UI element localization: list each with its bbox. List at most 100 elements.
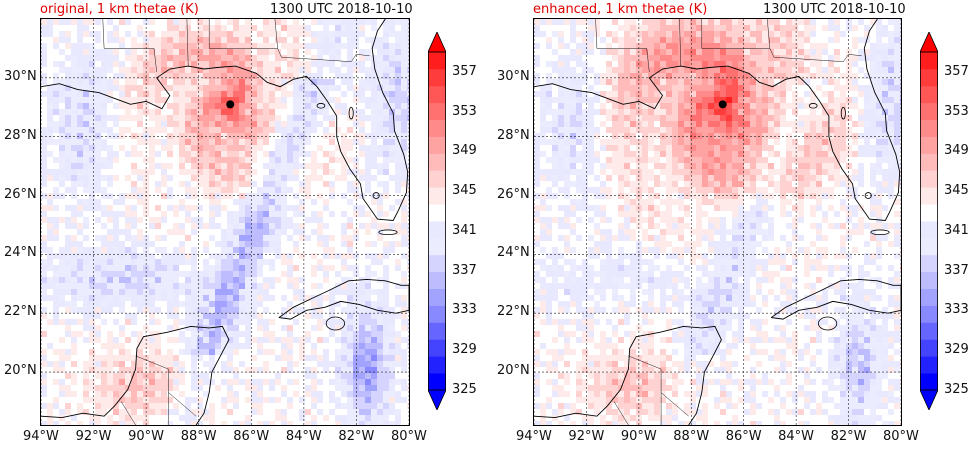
colorbar-segment bbox=[920, 119, 938, 137]
lat-tick-label: 26°N bbox=[497, 186, 530, 202]
thetae-field bbox=[534, 19, 901, 425]
gridlines bbox=[41, 19, 409, 425]
colorbar-segment bbox=[428, 373, 446, 391]
thetae-field bbox=[41, 19, 409, 425]
colorbar-tick-label: 353 bbox=[944, 103, 969, 119]
colorbar-segment bbox=[920, 68, 938, 87]
colorbar-tick-label: 329 bbox=[452, 342, 477, 358]
colorbar-segment bbox=[428, 237, 446, 256]
colorbar-segment bbox=[920, 85, 938, 104]
colorbar-segment bbox=[428, 136, 446, 154]
lat-tick-label: 30°N bbox=[4, 68, 37, 84]
colorbar-segment bbox=[428, 85, 446, 104]
colorbar-segment bbox=[920, 187, 938, 205]
colorbar-segment bbox=[920, 221, 938, 239]
map-original bbox=[40, 18, 410, 426]
colorbar-tick-label: 349 bbox=[944, 143, 969, 159]
lon-tick-label: 84°W bbox=[285, 429, 322, 444]
colorbar-segment bbox=[428, 288, 446, 306]
colorbar-segment bbox=[428, 170, 446, 188]
colorbar-segment bbox=[920, 237, 938, 256]
colorbar-segment bbox=[428, 339, 446, 357]
colorbar-tick-label: 337 bbox=[452, 262, 477, 278]
colorbar-tick-label: 333 bbox=[944, 302, 969, 318]
lat-tick-label: 24°N bbox=[497, 245, 530, 261]
colorbar-segment bbox=[428, 52, 446, 70]
colorbar-tick-label: 345 bbox=[944, 183, 969, 199]
map-enhanced bbox=[533, 18, 902, 426]
lat-tick-label: 30°N bbox=[497, 68, 530, 84]
lon-tick-label: 88°W bbox=[180, 429, 217, 444]
colorbar-segment bbox=[920, 204, 938, 222]
colorbar-scale bbox=[427, 31, 447, 411]
storm-center-marker bbox=[718, 100, 727, 109]
island-outline bbox=[378, 229, 398, 236]
lon-tick-label: 94°W bbox=[516, 429, 552, 444]
colorbar-extend-low bbox=[427, 389, 447, 411]
colorbar-segment bbox=[428, 204, 446, 222]
panel-enhanced: enhanced, 1 km thetae (K) 1300 UTC 2018-… bbox=[486, 0, 972, 449]
colorbar-segment bbox=[428, 322, 446, 340]
colorbar-segment bbox=[428, 119, 446, 137]
colorbar-segment bbox=[920, 102, 938, 120]
colorbar-tick-label: 345 bbox=[452, 183, 477, 199]
lon-tick-label: 82°W bbox=[830, 429, 867, 444]
lon-tick-label: 94°W bbox=[23, 429, 59, 444]
borders bbox=[102, 19, 370, 425]
lat-tick-label: 20°N bbox=[497, 363, 530, 379]
colorbar-segment bbox=[428, 153, 446, 171]
panel-title: enhanced, 1 km thetae (K) bbox=[533, 2, 708, 17]
island-outline bbox=[840, 106, 846, 120]
lon-tick-label: 84°W bbox=[778, 429, 815, 444]
colorbar-extend-low bbox=[919, 389, 939, 411]
colorbar-segment bbox=[428, 271, 446, 289]
colorbar-segment bbox=[428, 221, 446, 239]
lat-tick-label: 26°N bbox=[4, 186, 37, 202]
colorbar-segment bbox=[920, 288, 938, 306]
island-outline bbox=[818, 316, 838, 331]
colorbar-extend-high bbox=[427, 31, 447, 53]
lon-tick-label: 92°W bbox=[568, 429, 605, 444]
colorbar-tick-label: 349 bbox=[452, 143, 477, 159]
colorbar-segment bbox=[920, 52, 938, 70]
colorbar-segment bbox=[920, 356, 938, 374]
gridlines bbox=[534, 19, 901, 425]
colorbar-segment bbox=[428, 305, 446, 323]
colorbar-tick-label: 325 bbox=[452, 382, 477, 397]
colorbar-segment bbox=[920, 305, 938, 323]
colorbar-tick-label: 341 bbox=[452, 222, 477, 238]
colorbar-segment bbox=[920, 136, 938, 154]
lon-tick-label: 80°W bbox=[883, 429, 919, 444]
colorbar-segment bbox=[920, 254, 938, 273]
island-outline bbox=[348, 106, 354, 120]
panel-time: 1300 UTC 2018-10-10 bbox=[763, 2, 906, 17]
lon-tick-label: 86°W bbox=[725, 429, 762, 444]
colorbar-segment bbox=[920, 373, 938, 391]
colorbar-frame bbox=[428, 51, 447, 391]
lat-tick-label: 20°N bbox=[4, 363, 37, 379]
island-outline bbox=[808, 103, 818, 109]
colorbar-extend-high bbox=[919, 31, 939, 53]
colorbar-segment bbox=[428, 356, 446, 374]
island-outline bbox=[372, 192, 380, 199]
lon-tick-label: 82°W bbox=[338, 429, 375, 444]
colorbar-tick-label: 357 bbox=[944, 63, 969, 79]
coastline bbox=[41, 19, 409, 425]
lat-tick-label: 22°N bbox=[497, 304, 530, 320]
colorbar-tick-label: 325 bbox=[944, 382, 969, 397]
lat-tick-label: 28°N bbox=[4, 127, 37, 143]
lon-tick-label: 92°W bbox=[75, 429, 112, 444]
colorbar bbox=[919, 31, 939, 411]
colorbar-segment bbox=[920, 322, 938, 340]
colorbar-tick-label: 341 bbox=[944, 222, 969, 238]
lat-tick-label: 24°N bbox=[4, 245, 37, 261]
island-outline bbox=[325, 316, 345, 331]
island-outline bbox=[870, 229, 890, 236]
lon-tick-label: 80°W bbox=[391, 429, 427, 444]
colorbar-segment bbox=[428, 68, 446, 87]
lon-tick-label: 90°W bbox=[128, 429, 165, 444]
colorbar-tick-label: 337 bbox=[944, 262, 969, 278]
lat-tick-label: 28°N bbox=[497, 127, 530, 143]
borders bbox=[595, 19, 862, 425]
colorbar-tick-label: 333 bbox=[452, 302, 477, 318]
